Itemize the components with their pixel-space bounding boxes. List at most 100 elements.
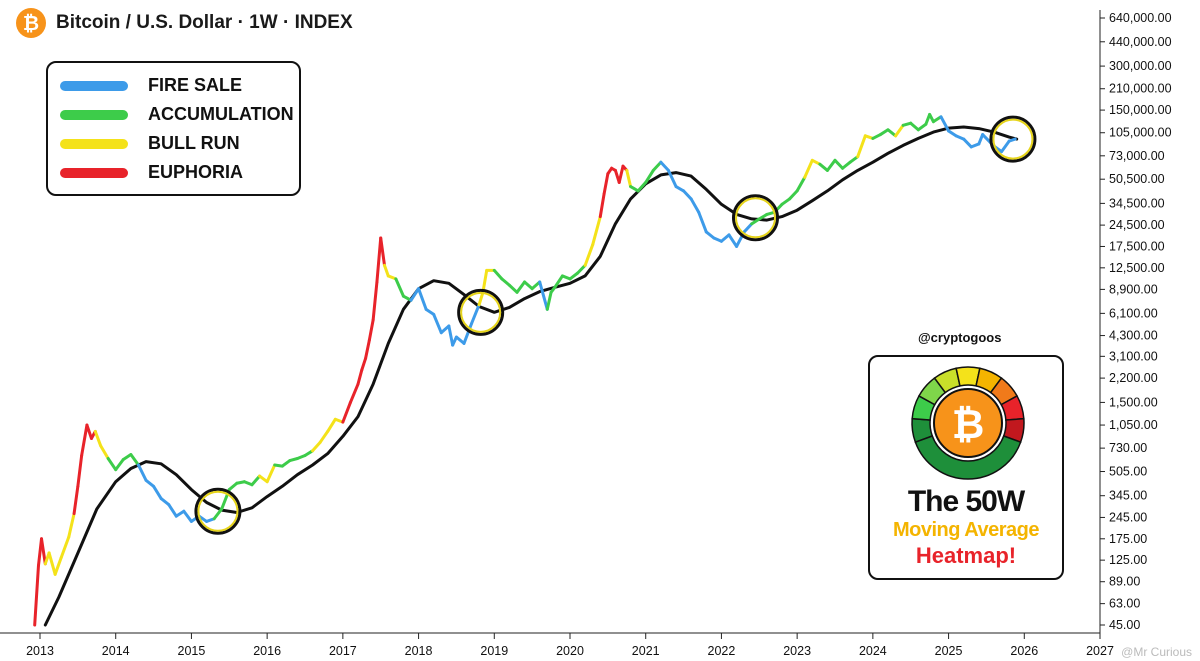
x-tick-label: 2026 xyxy=(1010,644,1038,658)
price-segment xyxy=(977,133,985,146)
price-segment xyxy=(625,168,633,189)
y-tick-label: 150,000.00 xyxy=(1109,103,1172,117)
price-segment xyxy=(99,444,110,460)
highlight-circle xyxy=(194,487,242,535)
ma-path xyxy=(43,125,1019,627)
price-segment xyxy=(417,287,428,311)
price-segment xyxy=(492,268,504,281)
badge-subtitle: Moving Average xyxy=(893,519,1040,541)
price-segment xyxy=(644,168,655,184)
y-tick-label: 24,500.00 xyxy=(1109,218,1165,232)
x-tick-label: 2027 xyxy=(1086,644,1114,658)
price-segment xyxy=(311,440,322,453)
price-segment xyxy=(507,283,519,294)
price-segment xyxy=(182,509,193,523)
price-segment xyxy=(1000,139,1011,154)
price-segment xyxy=(250,474,262,487)
price-segment xyxy=(617,164,625,184)
legend-label: ACCUMULATION xyxy=(148,104,294,124)
x-tick-label: 2017 xyxy=(329,644,357,658)
y-tick-label: 175.00 xyxy=(1109,532,1147,546)
y-tick-label: 1,050.00 xyxy=(1109,418,1158,432)
price-segment xyxy=(375,236,383,284)
legend-swatch xyxy=(60,167,128,178)
price-segment xyxy=(481,268,489,294)
price-segment xyxy=(383,263,390,278)
chart-header: ₿ Bitcoin / U.S. Dollar · 1W · INDEX xyxy=(16,8,353,38)
x-tick-label: 2018 xyxy=(405,644,433,658)
gauge-bitcoin-glyph: ₿ xyxy=(952,402,985,448)
price-segment xyxy=(500,277,511,287)
price-segment xyxy=(538,280,549,311)
highlight-circle xyxy=(457,288,505,336)
y-tick-label: 3,100.00 xyxy=(1109,349,1158,363)
price-segment xyxy=(360,356,368,372)
price-segment xyxy=(326,417,337,433)
price-segment xyxy=(916,122,928,132)
price-segment xyxy=(371,280,379,322)
chart-title: Bitcoin / U.S. Dollar · 1W · INDEX xyxy=(56,12,353,33)
y-tick-label: 210,000.00 xyxy=(1109,82,1172,96)
y-tick-label: 505.00 xyxy=(1109,465,1147,479)
price-segment xyxy=(886,128,898,138)
price-segment xyxy=(788,189,799,201)
price-segment xyxy=(356,368,364,386)
price-segment xyxy=(432,312,443,335)
price-segment xyxy=(47,551,57,576)
x-tick-label: 2023 xyxy=(783,644,811,658)
highlight-circle-inner xyxy=(197,490,239,532)
price-segment xyxy=(424,307,436,316)
price-segment xyxy=(152,484,163,501)
price-segment xyxy=(462,322,474,345)
highlight-circle xyxy=(732,194,779,242)
price-segment xyxy=(167,503,178,518)
price-segment xyxy=(856,134,867,159)
price-segment xyxy=(666,168,678,189)
price-segment xyxy=(742,222,754,234)
legend-swatch xyxy=(60,138,128,149)
price-segment xyxy=(341,400,352,424)
price-segment xyxy=(53,556,63,576)
price-segment xyxy=(583,243,595,267)
price-segment xyxy=(227,481,239,492)
price-segment xyxy=(833,158,845,170)
y-tick-label: 50,500.00 xyxy=(1109,172,1165,186)
price-segment xyxy=(174,509,186,518)
y-tick-label: 640,000.00 xyxy=(1109,11,1172,25)
price-segment xyxy=(795,175,807,193)
price-segment xyxy=(780,197,792,206)
price-segment xyxy=(121,453,133,462)
price-segment xyxy=(704,230,716,240)
price-segment xyxy=(841,160,852,170)
y-tick-label: 73,000.00 xyxy=(1109,149,1165,163)
price-segment xyxy=(523,280,534,291)
price-segment xyxy=(602,172,610,196)
price-segment xyxy=(33,563,40,627)
price-segment xyxy=(258,474,269,484)
price-segment xyxy=(894,123,905,138)
price-segment xyxy=(803,158,814,179)
price-segment xyxy=(636,180,648,193)
price-segment xyxy=(598,192,606,219)
y-tick-label: 440,000.00 xyxy=(1109,35,1172,49)
price-segment xyxy=(515,280,527,294)
y-tick-label: 89.00 xyxy=(1109,575,1140,589)
price-segment xyxy=(477,290,485,307)
price-segment xyxy=(689,197,701,214)
y-tick-label: 34,500.00 xyxy=(1109,196,1165,210)
price-segment xyxy=(727,233,739,248)
x-tick-label: 2015 xyxy=(178,644,206,658)
legend-item-bull-run: BULL RUN xyxy=(60,133,240,154)
price-segment xyxy=(939,115,951,133)
price-segment xyxy=(568,271,580,281)
y-tick-label: 6,100.00 xyxy=(1109,306,1158,320)
highlight-circle xyxy=(989,115,1037,163)
y-tick-label: 63.00 xyxy=(1109,597,1140,611)
price-segment xyxy=(818,162,829,172)
y-tick-label: 105,000.00 xyxy=(1109,126,1172,140)
heatmap-badge: ₿ The 50W Moving Average Heatmap! xyxy=(868,355,1064,580)
legend-item-euphoria: EUPHORIA xyxy=(60,162,243,183)
price-segment xyxy=(697,210,708,234)
price-segment xyxy=(40,537,47,566)
x-tick-label: 2022 xyxy=(708,644,736,658)
